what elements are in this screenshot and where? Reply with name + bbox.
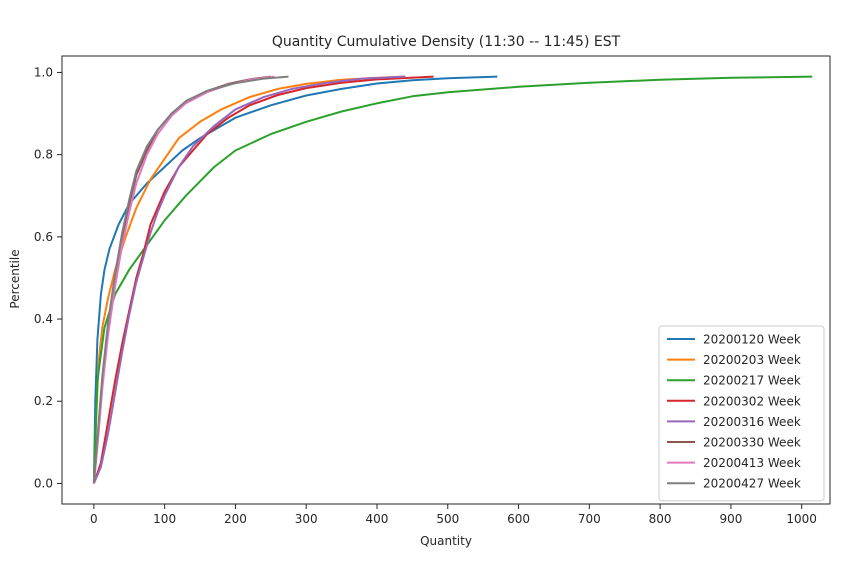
x-tick-label: 1000 — [786, 512, 817, 526]
x-tick-label: 200 — [224, 512, 247, 526]
x-tick-label: 0 — [90, 512, 98, 526]
series-line-0 — [92, 75, 498, 484]
legend: 20200120 Week 20200203 Week 20200217 Week 2… — [658, 325, 825, 502]
legend-label-6: 20200413 Week — [703, 456, 801, 470]
legend-label-1: 20200203 Week — [703, 353, 801, 367]
y-tick-label: 0.4 — [34, 312, 53, 326]
y-tick-label: 0.0 — [34, 476, 53, 490]
x-tick-label: 400 — [366, 512, 389, 526]
legend-label-7: 20200427 Week — [703, 477, 801, 491]
y-tick-label: 0.8 — [34, 148, 53, 162]
series-line-7 — [92, 75, 289, 484]
series-lines — [92, 75, 813, 484]
plot-frame — [61, 55, 831, 505]
x-axis: 0 100 200 300 400 500 600 700 800 900 1000 — [90, 504, 817, 526]
legend-label-2: 20200217 Week — [703, 374, 801, 388]
chart-title: Quantity Cumulative Density (11:30 -- 11… — [272, 34, 621, 50]
legend-label-0: 20200120 Week — [703, 333, 801, 347]
x-tick-label: 900 — [719, 512, 742, 526]
x-tick-label: 600 — [507, 512, 530, 526]
legend-label-3: 20200302 Week — [703, 394, 801, 408]
legend-box — [658, 325, 825, 502]
x-tick-label: 800 — [649, 512, 672, 526]
series-line-1 — [92, 75, 406, 484]
legend-label-4: 20200316 Week — [703, 415, 801, 429]
x-tick-label: 100 — [153, 512, 176, 526]
y-tick-label: 0.6 — [34, 230, 53, 244]
y-tick-label: 1.0 — [34, 65, 53, 79]
plot-area — [61, 55, 831, 505]
series-line-4 — [92, 75, 406, 484]
x-tick-label: 500 — [436, 512, 459, 526]
y-tick-label: 0.2 — [34, 394, 53, 408]
legend-label-5: 20200330 Week — [703, 436, 801, 450]
y-axis-title: Percentile — [8, 249, 22, 308]
x-tick-label: 700 — [578, 512, 601, 526]
x-tick-label: 300 — [295, 512, 318, 526]
series-line-2 — [92, 75, 813, 484]
x-axis-title: Quantity — [420, 534, 472, 548]
y-axis: 0.0 0.2 0.4 0.6 0.8 1.0 — [34, 65, 62, 490]
